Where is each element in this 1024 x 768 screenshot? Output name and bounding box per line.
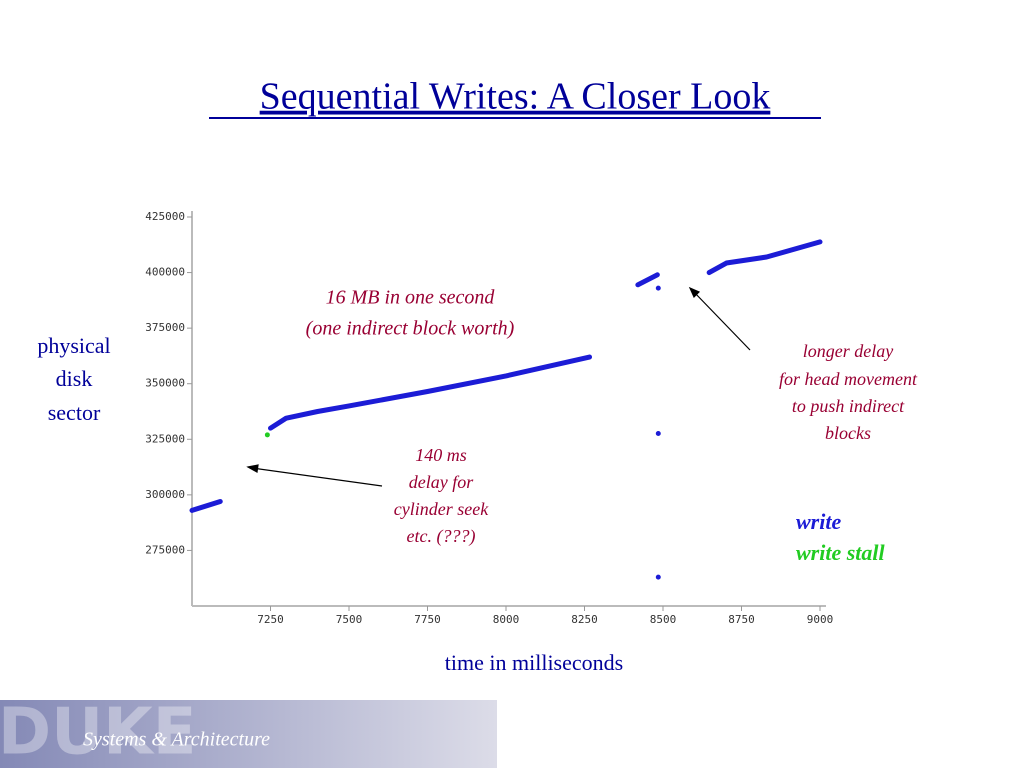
legend-entry: write: [796, 509, 841, 534]
y-tick-label: 275000: [145, 543, 185, 556]
x-axis-label: time in milliseconds: [445, 650, 623, 675]
y-tick-label: 325000: [145, 432, 185, 445]
arrowhead: [246, 464, 259, 473]
title: Sequential Writes: A Closer Look: [260, 76, 771, 118]
annotation: 140 ms: [415, 445, 467, 465]
y-tick-label: 375000: [145, 321, 185, 334]
footer-logo: DUKE: [0, 696, 196, 768]
y-axis-label: sector: [48, 400, 101, 425]
annotation: longer delay: [803, 341, 893, 361]
x-tick-label: 8000: [493, 613, 520, 626]
annotation: cylinder seek: [394, 499, 489, 519]
y-axis-label: disk: [56, 366, 93, 391]
legend-entry: write stall: [796, 540, 886, 565]
y-axis-label: physical: [37, 333, 110, 358]
plot: 275000 300000 325000 350000 375000 400000 4250…: [145, 210, 833, 626]
annotation: to push indirect: [792, 396, 905, 416]
arrow: [251, 467, 383, 487]
annotation: blocks: [825, 423, 871, 443]
x-tick-label: 7500: [336, 613, 363, 626]
x-tick-label: 8750: [728, 613, 755, 626]
arrowhead: [688, 286, 701, 299]
footer-text: Systems & Architecture: [83, 729, 270, 751]
x-tick-label: 7750: [414, 613, 441, 626]
y-tick-label: 400000: [145, 266, 185, 279]
series-line: [189, 239, 823, 580]
annotation: delay for: [409, 472, 474, 492]
footer-band: [0, 700, 497, 768]
arrows: [246, 286, 751, 487]
annotation: (one indirect block worth): [306, 318, 515, 340]
x-tick-label: 8250: [571, 613, 598, 626]
x-tick-label: 8500: [650, 613, 677, 626]
y-tick-label: 300000: [145, 488, 185, 501]
x-tick-label: 9000: [807, 613, 834, 626]
annotation: for head movement: [779, 369, 918, 389]
y-tick-label: 350000: [145, 377, 185, 390]
x-tick-label: 7250: [257, 613, 284, 626]
annotation: etc. (???): [407, 526, 476, 547]
y-tick-label: 425000: [145, 210, 185, 223]
arrow: [692, 290, 751, 351]
annotation: 16 MB in one second: [326, 287, 496, 309]
